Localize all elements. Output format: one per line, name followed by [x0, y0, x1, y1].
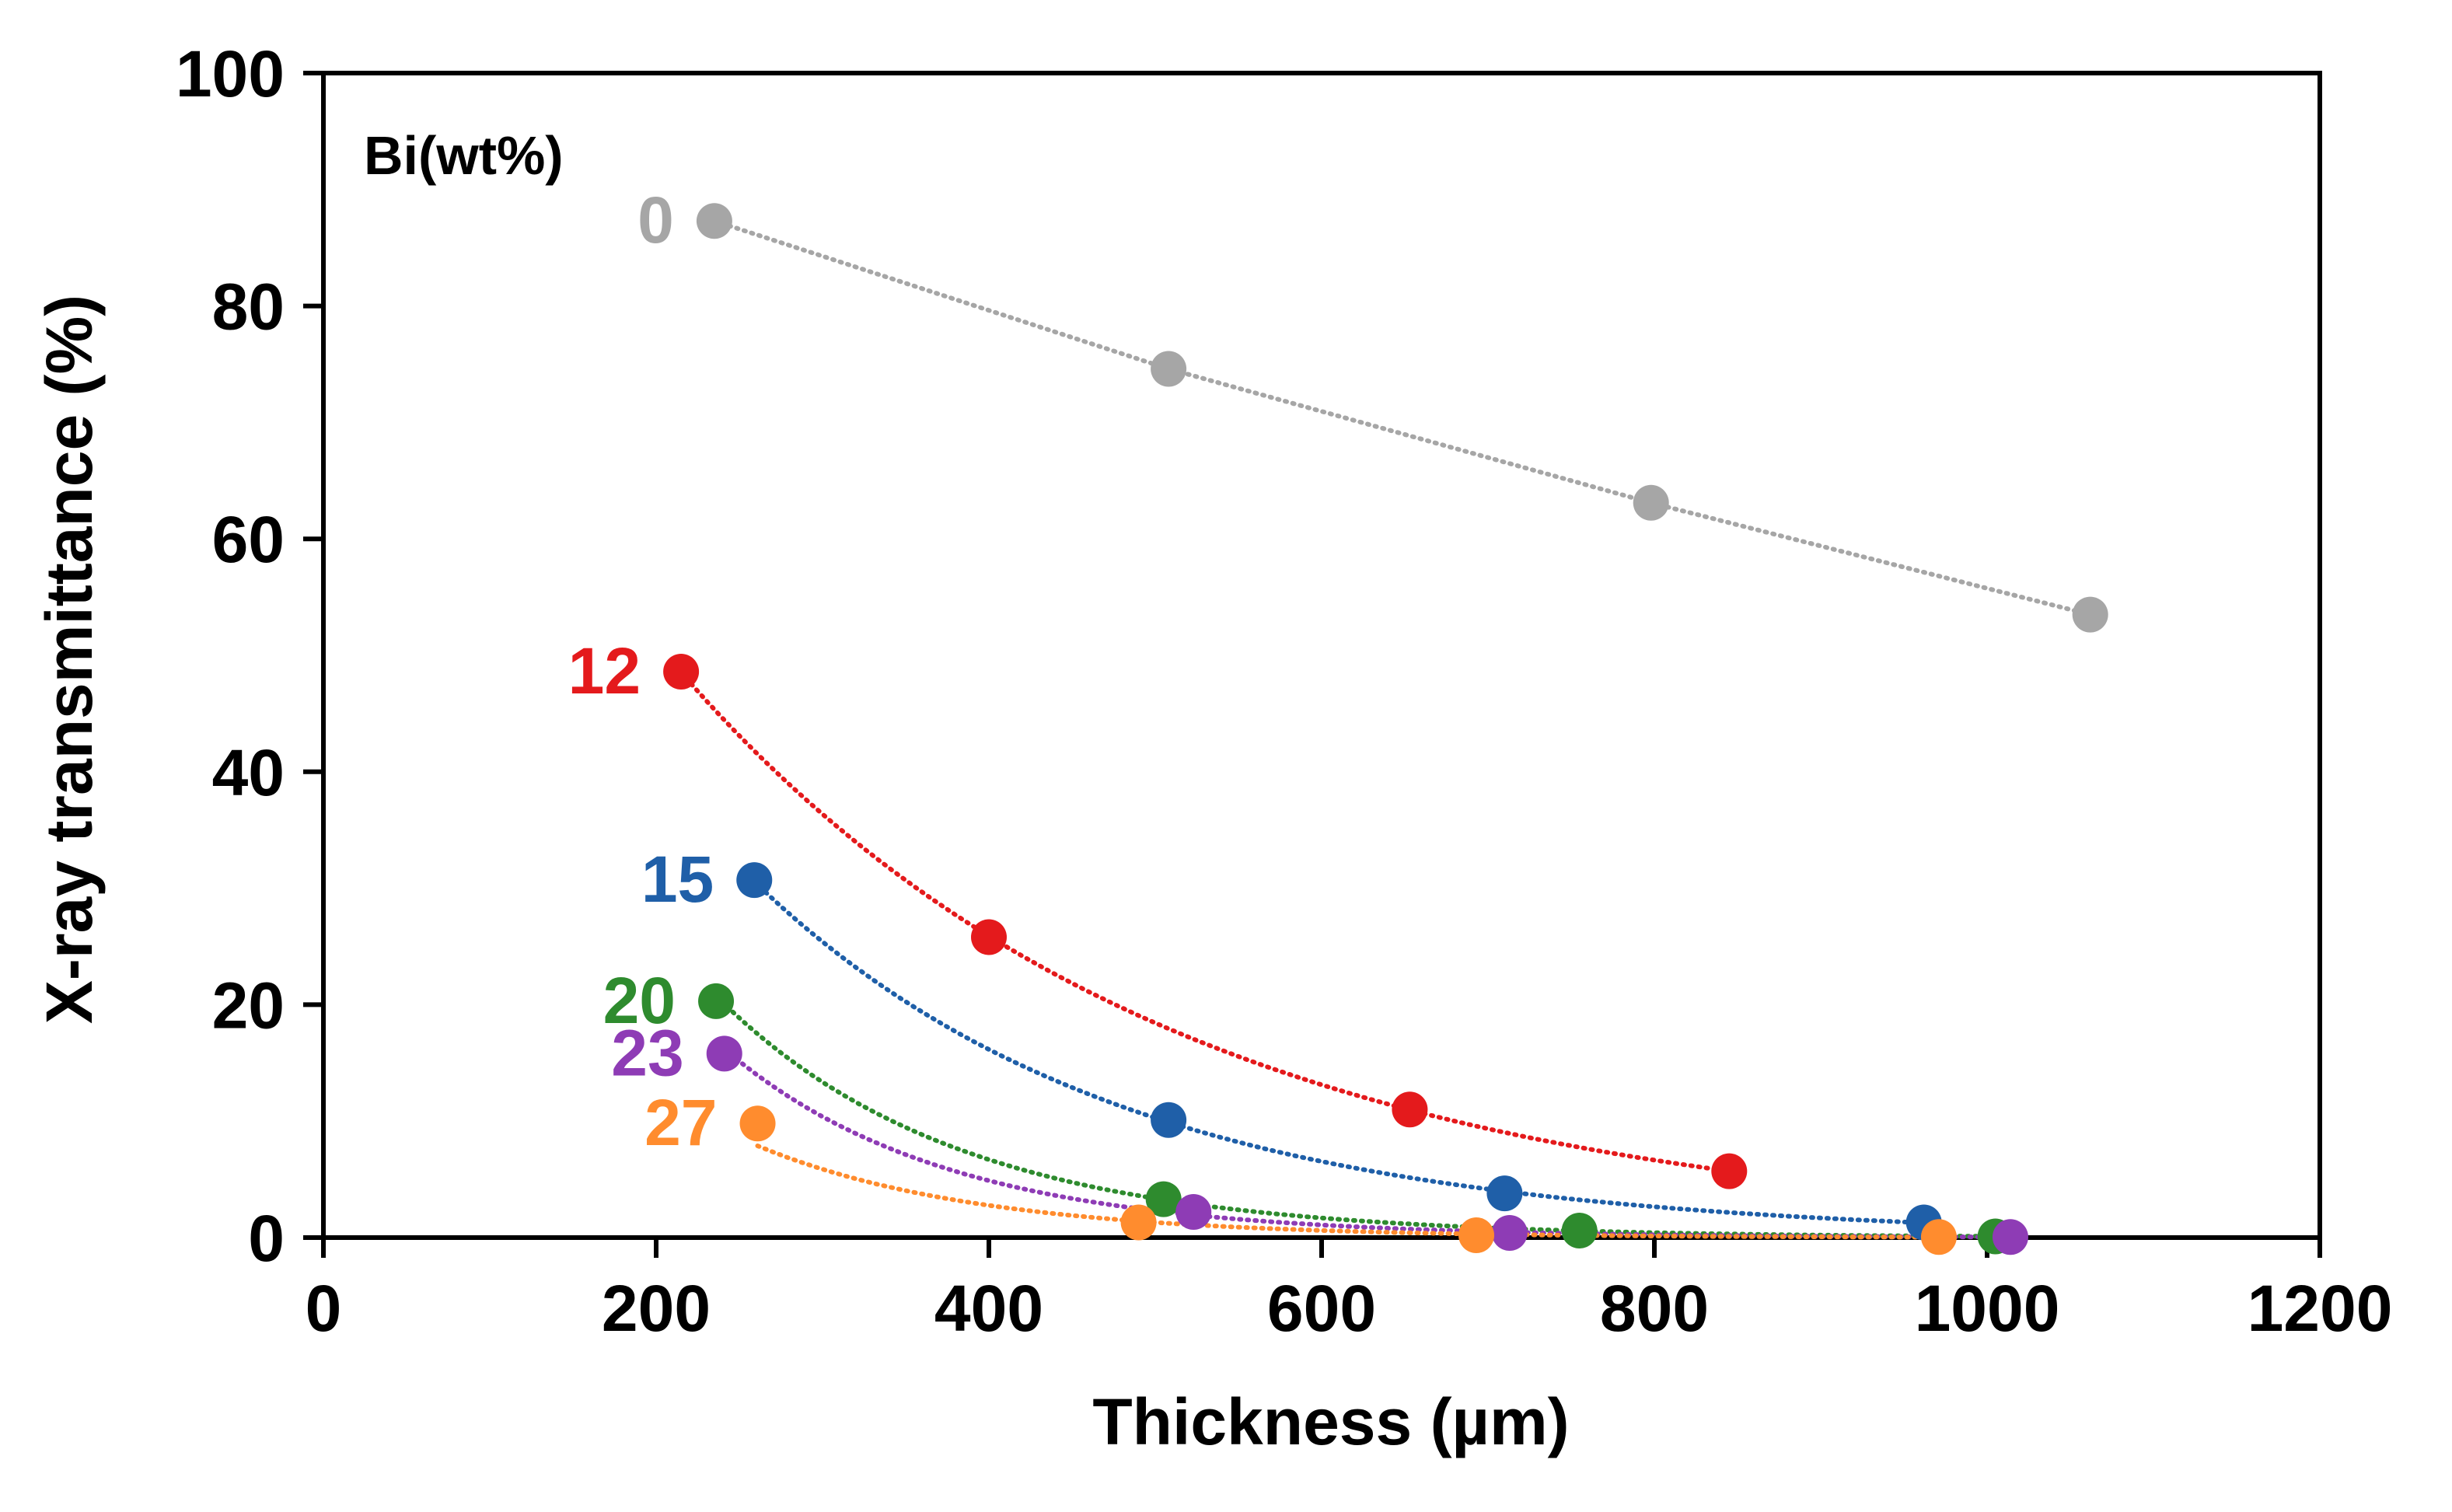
- data-points: [663, 203, 2108, 1255]
- point-bi-12: [1392, 1091, 1428, 1128]
- point-bi-27: [739, 1105, 776, 1142]
- point-bi-20: [1145, 1181, 1182, 1217]
- fit-line-12: [679, 669, 1732, 1174]
- fit-line-20: [714, 993, 1998, 1239]
- point-bi-15: [1486, 1175, 1523, 1212]
- legend-title: Bi(wt%): [364, 125, 564, 186]
- point-bi-27: [1120, 1204, 1157, 1241]
- point-bi-12: [1711, 1153, 1748, 1189]
- series-label-23: 23: [611, 1016, 683, 1089]
- series-label-12: 12: [568, 634, 641, 707]
- point-bi-0: [1633, 484, 1669, 521]
- y-tick-label: 60: [212, 503, 285, 576]
- point-bi-23: [706, 1035, 742, 1072]
- point-bi-0: [1151, 351, 1187, 387]
- series-label-27: 27: [644, 1086, 717, 1159]
- x-tick-label: 400: [934, 1272, 1043, 1345]
- series-label-15: 15: [641, 843, 714, 916]
- series-label-0: 0: [637, 183, 674, 257]
- x-tick-label: 0: [306, 1272, 342, 1345]
- point-bi-23: [1491, 1215, 1528, 1252]
- point-bi-27: [1458, 1217, 1495, 1254]
- fit-lines: [679, 218, 2093, 1240]
- fit-line-15: [752, 879, 1926, 1225]
- x-tick-label: 600: [1267, 1272, 1376, 1345]
- point-bi-0: [2072, 596, 2108, 633]
- series-label-20: 20: [603, 964, 676, 1037]
- y-tick-label: 100: [176, 37, 285, 110]
- fit-line-0: [711, 218, 2093, 617]
- point-bi-0: [696, 203, 732, 239]
- y-tick-label: 0: [248, 1202, 285, 1275]
- x-tick-label: 1200: [2248, 1272, 2393, 1345]
- x-tick-label: 1000: [1915, 1272, 2060, 1345]
- fit-line-27: [755, 1144, 1941, 1240]
- point-bi-27: [1920, 1219, 1957, 1255]
- point-bi-20: [1561, 1213, 1598, 1249]
- point-bi-12: [663, 653, 700, 690]
- point-bi-23: [1175, 1194, 1212, 1231]
- x-tick-label: 800: [1600, 1272, 1709, 1345]
- x-axis-title: Thickness (µm): [1092, 1385, 1569, 1458]
- fit-line-23: [721, 1046, 2013, 1240]
- point-bi-15: [1151, 1102, 1187, 1138]
- point-bi-23: [1992, 1219, 2028, 1255]
- y-tick-label: 80: [212, 271, 285, 344]
- point-bi-20: [698, 983, 735, 1019]
- x-tick-label: 200: [602, 1272, 711, 1345]
- y-axis-title: X-ray transmittance (%): [33, 295, 106, 1024]
- y-tick-label: 40: [212, 736, 285, 809]
- point-bi-15: [736, 862, 773, 899]
- point-bi-12: [971, 919, 1007, 955]
- y-tick-label: 20: [212, 969, 285, 1042]
